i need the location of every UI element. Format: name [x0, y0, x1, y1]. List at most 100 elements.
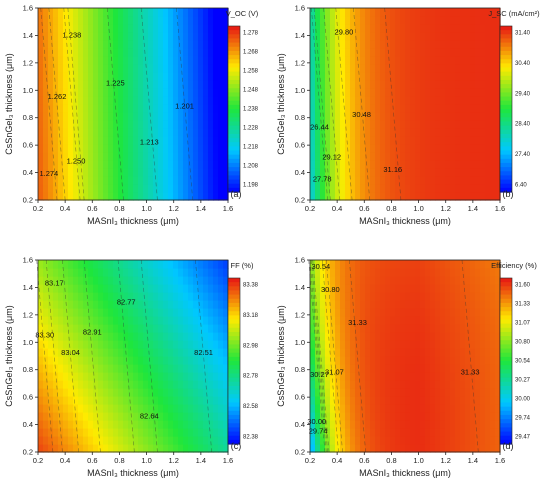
heatmap-cell: [203, 396, 209, 405]
heatmap-cell: [490, 96, 496, 105]
heatmap-cell: [340, 380, 346, 389]
heatmap-cell: [98, 80, 104, 89]
heatmap-cell: [335, 372, 341, 381]
heatmap-cell: [420, 348, 426, 357]
heatmap-cell: [465, 120, 471, 129]
heatmap-cell: [183, 340, 189, 349]
heatmap-cell: [113, 16, 119, 25]
colorbar-swatch: [500, 96, 512, 102]
heatmap-cell: [445, 292, 451, 301]
heatmap-cell: [455, 48, 461, 57]
heatmap-cell: [218, 316, 224, 325]
heatmap-cell: [490, 316, 496, 325]
heatmap-cell: [375, 32, 381, 41]
heatmap-cell: [213, 332, 219, 341]
heatmap-cell: [370, 276, 376, 285]
heatmap-cell: [53, 340, 59, 349]
heatmap-cell: [415, 332, 421, 341]
heatmap-cell: [158, 388, 164, 397]
heatmap-cell: [68, 168, 74, 177]
heatmap-cell: [390, 8, 396, 17]
heatmap-cell: [345, 428, 351, 437]
heatmap-cell: [320, 276, 326, 285]
heatmap-cell: [43, 176, 49, 185]
heatmap-cell: [188, 316, 194, 325]
heatmap-cell: [450, 80, 456, 89]
heatmap-cell: [425, 380, 431, 389]
heatmap-cell: [188, 364, 194, 373]
heatmap-cell: [88, 120, 94, 129]
heatmap-cell: [320, 72, 326, 81]
heatmap-cell: [430, 412, 436, 421]
heatmap-cell: [485, 404, 491, 413]
heatmap-cell: [360, 316, 366, 325]
colorbar-swatch: [500, 410, 512, 416]
heatmap-cell: [345, 160, 351, 169]
heatmap-cell: [153, 420, 159, 429]
heatmap-cell: [470, 152, 476, 161]
heatmap-cell: [390, 168, 396, 177]
heatmap-cell: [178, 420, 184, 429]
heatmap-cell: [158, 96, 164, 105]
contour-label: 1.262: [48, 92, 67, 101]
heatmap-cell: [133, 112, 139, 121]
heatmap-cell: [455, 284, 461, 293]
heatmap-cell: [48, 8, 54, 17]
colorbar-swatch: [228, 158, 240, 164]
heatmap-cell: [485, 420, 491, 429]
heatmap-cell: [310, 88, 316, 97]
heatmap-cell: [385, 332, 391, 341]
heatmap-cell: [410, 104, 416, 113]
heatmap-cell: [203, 80, 209, 89]
heatmap-cell: [470, 144, 476, 153]
heatmap-cell: [400, 388, 406, 397]
heatmap-cell: [470, 40, 476, 49]
heatmap-cell: [355, 48, 361, 57]
colorbar-swatch: [228, 410, 240, 416]
heatmap-cell: [395, 388, 401, 397]
heatmap-cell: [143, 276, 149, 285]
heatmap-cell: [495, 48, 501, 57]
heatmap-cell: [410, 372, 416, 381]
heatmap-cell: [93, 184, 99, 193]
heatmap-cell: [103, 64, 109, 73]
heatmap-cell: [345, 72, 351, 81]
heatmap-cell: [410, 32, 416, 41]
heatmap-cell: [490, 340, 496, 349]
heatmap-cell: [350, 184, 356, 193]
heatmap-cell: [138, 8, 144, 17]
heatmap-cell: [213, 152, 219, 161]
heatmap-cell: [183, 80, 189, 89]
heatmap-cell: [315, 340, 321, 349]
heatmap-cell: [450, 120, 456, 129]
y-tick-label: 0.2: [23, 196, 33, 205]
colorbar-tick-label: 82.58: [243, 404, 259, 410]
heatmap-cell: [143, 104, 149, 113]
heatmap-cell: [385, 168, 391, 177]
heatmap-cell: [88, 104, 94, 113]
heatmap-cell: [198, 300, 204, 309]
heatmap-cell: [375, 372, 381, 381]
heatmap-cell: [390, 380, 396, 389]
heatmap-cell: [183, 192, 189, 201]
heatmap-cell: [435, 184, 441, 193]
colorbar-swatch: [228, 46, 240, 52]
heatmap-cell: [445, 88, 451, 97]
heatmap-cell: [143, 96, 149, 105]
heatmap-cell: [48, 192, 54, 201]
contour-label: 29.74: [309, 426, 328, 435]
heatmap-cell: [395, 136, 401, 145]
heatmap-cell: [153, 176, 159, 185]
heatmap-cell: [315, 192, 321, 201]
heatmap-cell: [193, 332, 199, 341]
heatmap-cell: [350, 300, 356, 309]
heatmap-cell: [495, 316, 501, 325]
heatmap-cell: [330, 192, 336, 201]
heatmap-cell: [113, 380, 119, 389]
heatmap-cell: [203, 356, 209, 365]
heatmap-cell: [163, 348, 169, 357]
heatmap-cell: [445, 168, 451, 177]
heatmap-cell: [380, 160, 386, 169]
heatmap-cell: [495, 404, 501, 413]
